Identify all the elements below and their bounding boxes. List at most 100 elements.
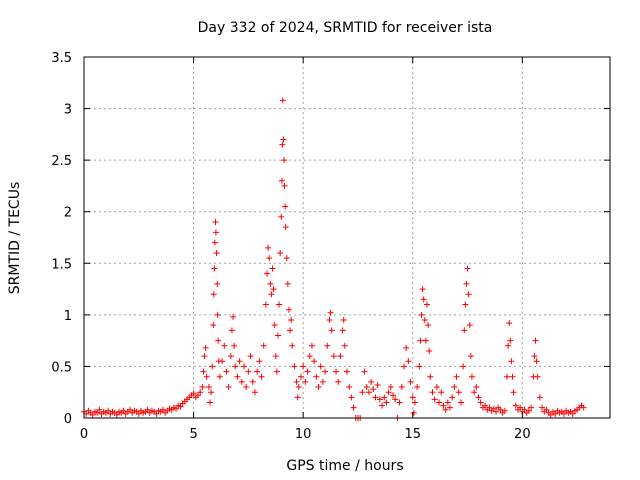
data-point <box>288 317 295 324</box>
data-point <box>159 406 166 413</box>
y-tick-label: 0 <box>64 412 72 427</box>
grid <box>84 57 610 418</box>
data-point <box>215 337 222 344</box>
data-point <box>287 327 294 334</box>
data-point <box>271 322 278 329</box>
data-point <box>410 409 417 416</box>
data-point <box>396 399 403 406</box>
data-point <box>503 373 510 380</box>
data-point <box>344 368 350 375</box>
data-point <box>337 353 344 360</box>
data-point <box>319 378 326 385</box>
data-point <box>209 363 216 370</box>
data-point <box>497 406 504 413</box>
data-point <box>306 353 313 360</box>
data-point <box>89 411 96 418</box>
data-points <box>81 97 587 421</box>
data-point <box>407 378 414 385</box>
data-point <box>390 392 397 399</box>
data-point <box>387 384 394 391</box>
data-point <box>420 296 427 303</box>
data-point <box>105 407 112 414</box>
data-point <box>528 404 535 411</box>
data-point <box>291 363 298 370</box>
data-point <box>276 301 283 308</box>
data-point <box>363 384 370 391</box>
data-point <box>427 373 434 380</box>
data-point <box>269 265 276 272</box>
data-point <box>262 301 269 308</box>
data-point <box>304 368 311 375</box>
data-point <box>240 363 247 370</box>
data-point <box>221 342 228 349</box>
data-point <box>451 384 458 391</box>
chart-title: Day 332 of 2024, SRMTID for receiver ist… <box>198 20 493 36</box>
data-point <box>374 381 381 388</box>
data-point <box>468 373 475 380</box>
data-point <box>94 409 101 416</box>
data-point <box>243 384 250 391</box>
data-point <box>411 399 418 406</box>
data-point <box>507 337 514 344</box>
data-point <box>383 399 390 406</box>
data-point <box>440 402 447 409</box>
data-point <box>341 342 348 349</box>
data-point <box>205 384 212 391</box>
data-point <box>409 394 416 401</box>
data-point <box>473 384 480 391</box>
data-point <box>457 399 464 406</box>
data-point <box>350 404 357 411</box>
y-tick-label: 3 <box>64 103 72 118</box>
data-point <box>203 373 210 380</box>
data-point <box>433 384 440 391</box>
data-point <box>279 141 286 148</box>
data-point <box>501 407 508 414</box>
data-point <box>227 353 234 360</box>
data-point <box>144 406 151 413</box>
data-point <box>403 344 410 351</box>
data-point <box>422 337 429 344</box>
data-point <box>414 384 421 391</box>
data-point <box>273 368 280 375</box>
data-point <box>429 389 436 396</box>
data-point <box>365 389 372 396</box>
x-tick-label: 0 <box>80 427 88 442</box>
data-point <box>270 286 277 293</box>
data-point <box>317 363 324 370</box>
data-point <box>231 342 238 349</box>
data-point <box>330 353 337 360</box>
data-point <box>194 392 201 399</box>
data-point <box>135 410 142 417</box>
data-point <box>177 403 184 410</box>
y-axis-label: SRMTID / TECUs <box>7 182 23 295</box>
data-point <box>569 410 576 417</box>
data-point <box>392 396 399 403</box>
data-point <box>376 396 383 403</box>
data-point <box>285 306 292 313</box>
data-point <box>281 182 288 189</box>
data-point <box>463 280 470 287</box>
data-point <box>210 291 217 298</box>
data-point <box>230 313 237 320</box>
data-point <box>552 410 559 417</box>
data-point <box>272 353 279 360</box>
data-point <box>293 378 300 385</box>
data-point <box>505 342 512 349</box>
data-point <box>533 358 540 365</box>
data-point <box>461 327 468 334</box>
data-point <box>278 213 285 220</box>
data-point <box>339 327 346 334</box>
data-point <box>232 363 239 370</box>
data-point <box>534 373 541 380</box>
data-point <box>335 378 342 385</box>
data-point <box>211 265 218 272</box>
data-point <box>421 317 428 324</box>
data-point <box>400 363 407 370</box>
data-point <box>313 373 320 380</box>
data-point <box>543 406 550 413</box>
data-point <box>96 406 103 413</box>
data-point <box>277 249 284 256</box>
data-point <box>379 402 386 409</box>
data-point <box>508 358 515 365</box>
